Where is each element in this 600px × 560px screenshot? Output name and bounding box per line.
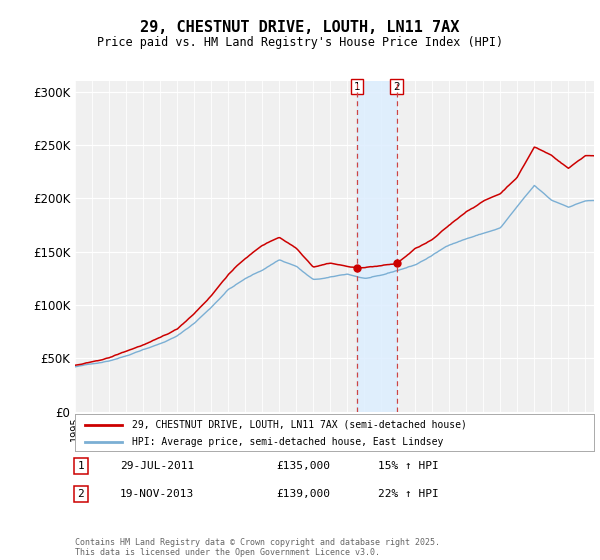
- Text: HPI: Average price, semi-detached house, East Lindsey: HPI: Average price, semi-detached house,…: [132, 437, 443, 447]
- Text: 29-JUL-2011: 29-JUL-2011: [120, 461, 194, 471]
- Text: 2: 2: [77, 489, 85, 499]
- Text: 1: 1: [353, 82, 360, 91]
- Text: 19-NOV-2013: 19-NOV-2013: [120, 489, 194, 499]
- Text: £139,000: £139,000: [276, 489, 330, 499]
- Text: 1: 1: [77, 461, 85, 471]
- Text: Contains HM Land Registry data © Crown copyright and database right 2025.
This d: Contains HM Land Registry data © Crown c…: [75, 538, 440, 557]
- Text: Price paid vs. HM Land Registry's House Price Index (HPI): Price paid vs. HM Land Registry's House …: [97, 36, 503, 49]
- Text: £135,000: £135,000: [276, 461, 330, 471]
- Text: 2: 2: [393, 82, 400, 91]
- Text: 22% ↑ HPI: 22% ↑ HPI: [378, 489, 439, 499]
- Bar: [357, 81, 397, 412]
- Text: 29, CHESTNUT DRIVE, LOUTH, LN11 7AX (semi-detached house): 29, CHESTNUT DRIVE, LOUTH, LN11 7AX (sem…: [132, 419, 467, 430]
- Text: 15% ↑ HPI: 15% ↑ HPI: [378, 461, 439, 471]
- Text: 29, CHESTNUT DRIVE, LOUTH, LN11 7AX: 29, CHESTNUT DRIVE, LOUTH, LN11 7AX: [140, 20, 460, 35]
